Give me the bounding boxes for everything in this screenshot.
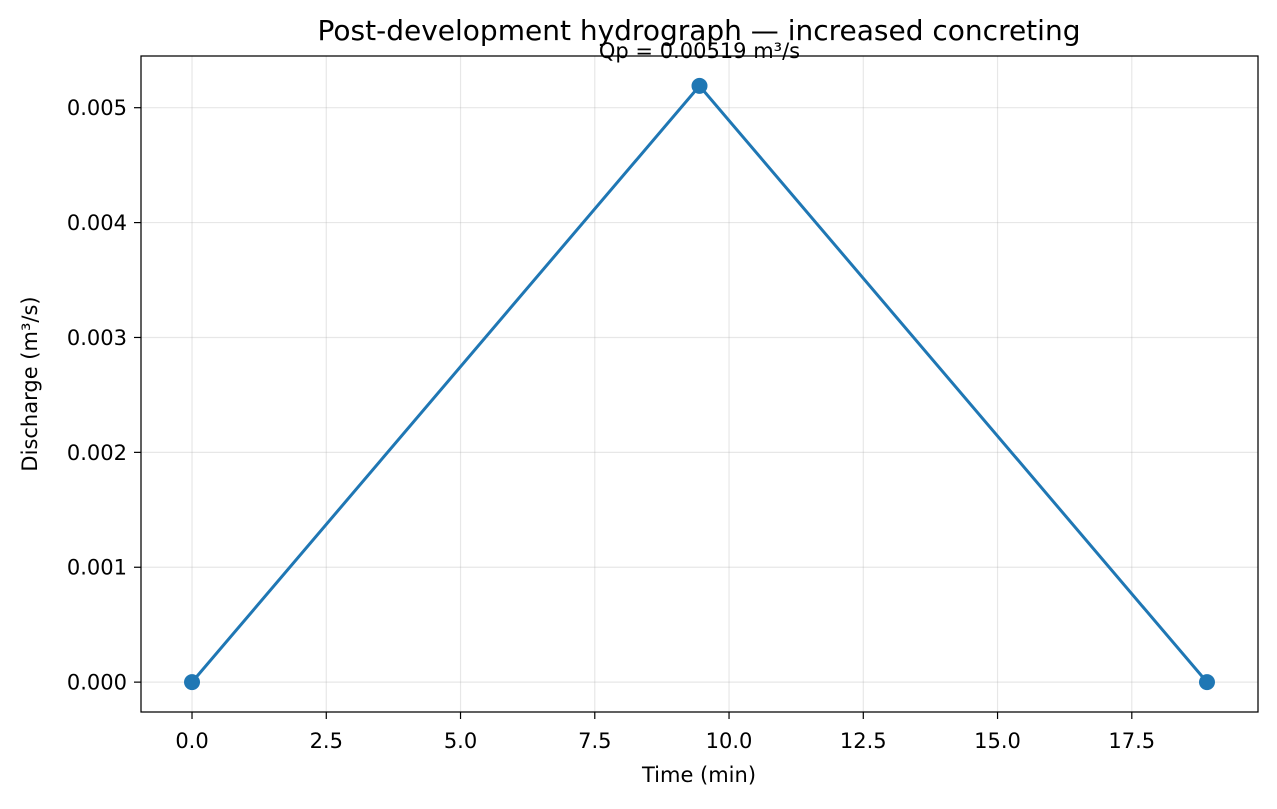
grid-layer (141, 56, 1258, 712)
y-axis-label: Discharge (m³/s) (18, 296, 42, 471)
x-axis-label: Time (min) (641, 763, 756, 787)
series-layer (184, 77, 1215, 691)
y-tick-label: 0.000 (67, 671, 127, 695)
y-tick-label: 0.005 (67, 96, 127, 120)
x-tick-label: 2.5 (310, 729, 343, 753)
y-tick-label: 0.002 (67, 441, 127, 465)
annotation-layer: Qp = 0.00519 m³/s (599, 39, 800, 63)
y-tick-label: 0.004 (67, 211, 127, 235)
x-tick-label: 17.5 (1108, 729, 1155, 753)
x-tick-label: 10.0 (706, 729, 753, 753)
x-tick-label: 5.0 (444, 729, 477, 753)
data-point (1198, 674, 1215, 691)
x-tick-label: 7.5 (578, 729, 611, 753)
peak-annotation: Qp = 0.00519 m³/s (599, 39, 800, 63)
x-tick-label: 15.0 (974, 729, 1021, 753)
data-point (184, 674, 201, 691)
data-point (691, 77, 708, 94)
chart-title: Post-development hydrograph — increased … (318, 14, 1081, 47)
axis-layer: 0.0 2.5 5.0 7.5 10.0 12.5 15.0 17.5 0.000 0.001 0.… (67, 96, 1155, 753)
x-tick-label: 12.5 (840, 729, 887, 753)
x-tick-label: 0.0 (175, 729, 208, 753)
y-tick-label: 0.001 (67, 556, 127, 580)
plot-frame (140, 55, 1259, 713)
y-tick-label: 0.003 (67, 326, 127, 350)
